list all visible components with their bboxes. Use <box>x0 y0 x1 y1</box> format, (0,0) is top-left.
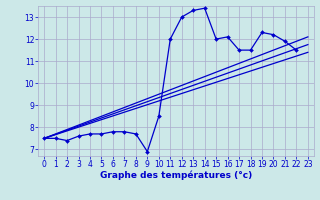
X-axis label: Graphe des températures (°c): Graphe des températures (°c) <box>100 171 252 180</box>
